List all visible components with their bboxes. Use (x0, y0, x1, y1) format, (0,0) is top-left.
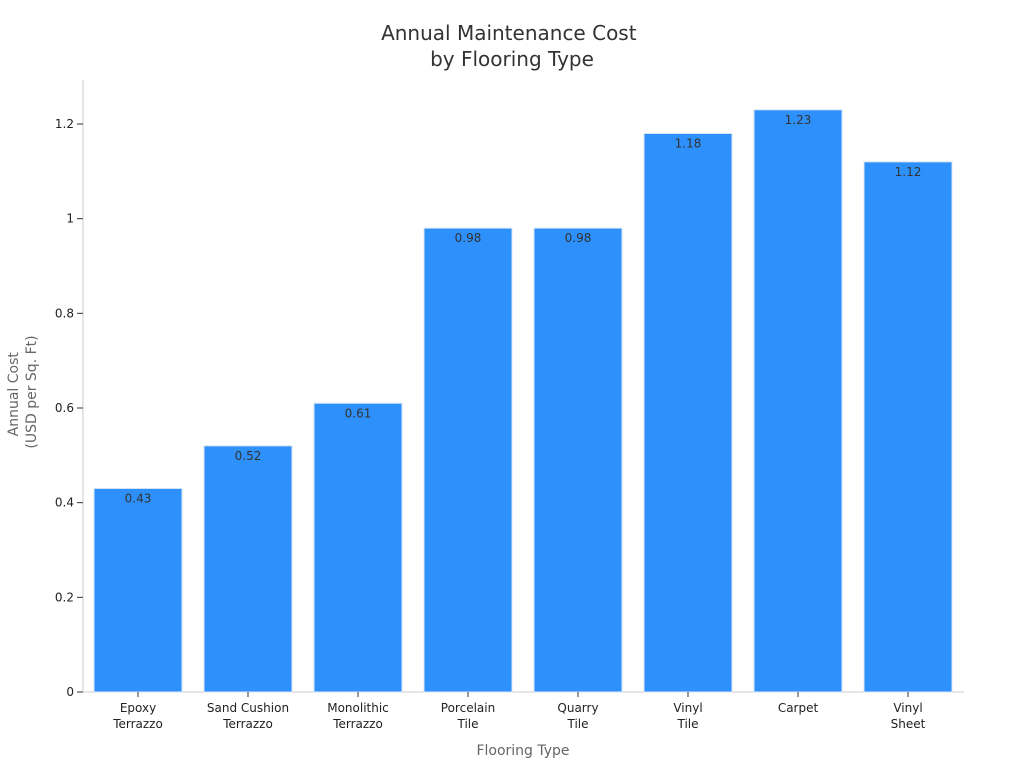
x-tick-label: Sand Cushion Terrazzo (207, 701, 289, 731)
bar (313, 402, 403, 693)
bar (643, 132, 733, 693)
y-tick-label: 0.6 (55, 401, 74, 415)
x-tick-label: Epoxy Terrazzo (112, 701, 163, 731)
bar-value-label: 1.18 (675, 136, 702, 150)
x-tick-label: Quarry Tile (557, 701, 598, 731)
bar-value-label: 0.98 (565, 231, 592, 245)
y-tick-label: 0 (66, 685, 74, 699)
x-tick-label-line: Epoxy (120, 701, 156, 715)
x-tick-label-line: Terrazzo (112, 717, 163, 731)
bar-value-label: 1.23 (785, 113, 812, 127)
x-tick-label-line: Vinyl (673, 701, 702, 715)
bar-value-label: 0.43 (125, 491, 152, 505)
x-tick-label-line: Terrazzo (222, 717, 273, 731)
bar (203, 445, 293, 693)
y-axis-title-line-2: (USD per Sq. Ft) (24, 335, 40, 448)
chart-title-line-2: by Flooring Type (430, 47, 594, 71)
x-tick-label: Vinyl Sheet (891, 701, 926, 731)
chart-title-line-1: Annual Maintenance Cost (381, 21, 637, 45)
x-tick-label-line: Sheet (891, 717, 926, 731)
bar-value-label: 1.12 (895, 165, 922, 179)
bar-value-label: 0.98 (455, 231, 482, 245)
y-axis-title: Annual Cost (USD per Sq. Ft) (6, 335, 40, 448)
x-tick-label-line: Carpet (778, 701, 819, 715)
x-tick-label: Carpet (778, 701, 819, 715)
x-tick-label: Vinyl Tile (673, 701, 702, 731)
bar-value-label: 0.52 (235, 449, 262, 463)
x-tick-label-line: Tile (676, 717, 698, 731)
x-tick-label-line: Terrazzo (332, 717, 383, 731)
y-tick-label: 1.2 (55, 117, 74, 131)
bar (753, 109, 843, 693)
x-tick-label-line: Tile (566, 717, 588, 731)
x-tick-label-line: Quarry (557, 701, 598, 715)
y-axis-title-line-1: Annual Cost (6, 352, 22, 437)
bar-value-label: 0.61 (345, 406, 372, 420)
x-tick-label-line: Sand Cushion (207, 701, 289, 715)
x-axis-title: Flooring Type (476, 743, 569, 759)
bar (423, 227, 513, 693)
x-tick-label: Monolithic Terrazzo (327, 701, 389, 731)
x-tick-label-line: Monolithic (327, 701, 389, 715)
x-tick-label-line: Vinyl (893, 701, 922, 715)
y-tick-label: 1 (66, 212, 74, 226)
chart-title: Annual Maintenance Cost by Flooring Type (381, 21, 643, 71)
y-tick-label: 0.4 (55, 496, 74, 510)
y-tick-label: 0.8 (55, 306, 74, 320)
x-tick-label-line: Tile (456, 717, 478, 731)
y-tick-label: 0.2 (55, 590, 74, 604)
x-tick-label-line: Porcelain (441, 701, 495, 715)
bar (533, 227, 623, 693)
bar (93, 487, 183, 693)
x-tick-label: Porcelain Tile (441, 701, 495, 731)
bar (863, 161, 953, 693)
